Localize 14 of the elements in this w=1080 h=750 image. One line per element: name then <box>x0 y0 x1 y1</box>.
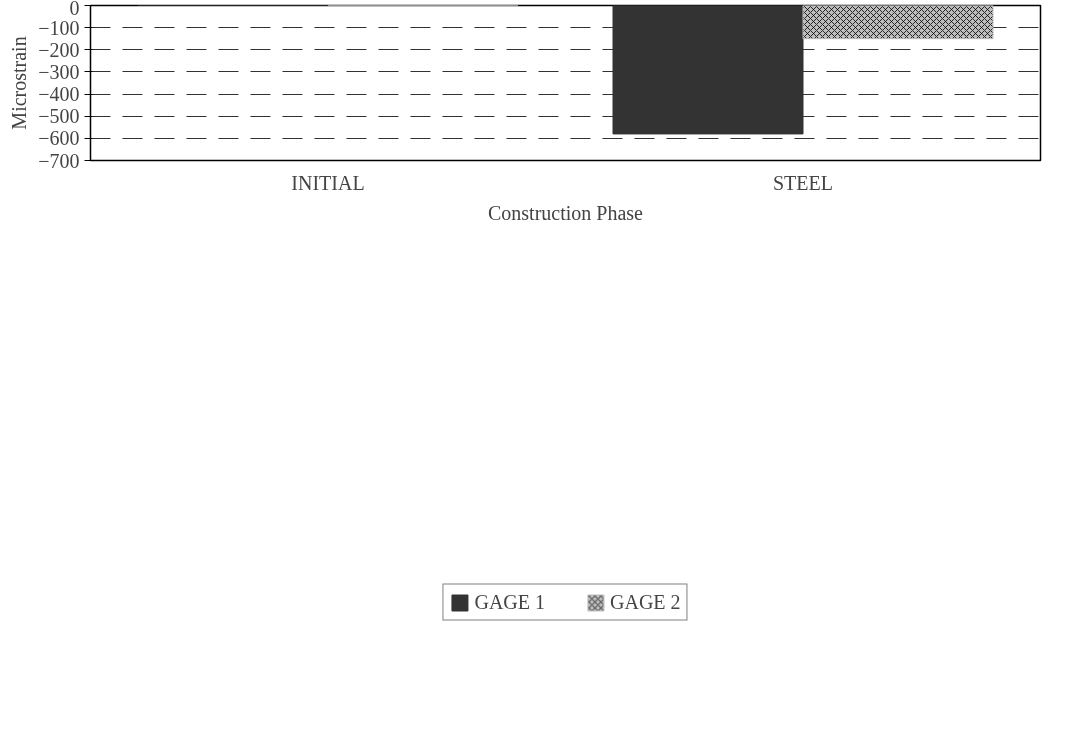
x-axis-title: Construction Phase <box>488 201 644 224</box>
y-tick-label: −600 <box>38 127 80 150</box>
y-tick-label: −700 <box>38 149 80 172</box>
legend-label: GAGE 1 <box>474 590 545 614</box>
y-tick-label: −200 <box>38 38 80 61</box>
y-tick-label: −300 <box>38 60 80 83</box>
legend-label: GAGE 2 <box>610 590 681 614</box>
x-tick-label: INITIAL <box>291 171 365 194</box>
y-axis-title: Microstrain <box>8 36 31 130</box>
x-tick-label: STEEL <box>773 171 833 194</box>
y-tick-label: −400 <box>38 83 80 106</box>
y-tick-label: 0 <box>69 0 80 19</box>
y-tick-label: −500 <box>38 105 80 128</box>
y-tick-label: −100 <box>38 16 80 39</box>
